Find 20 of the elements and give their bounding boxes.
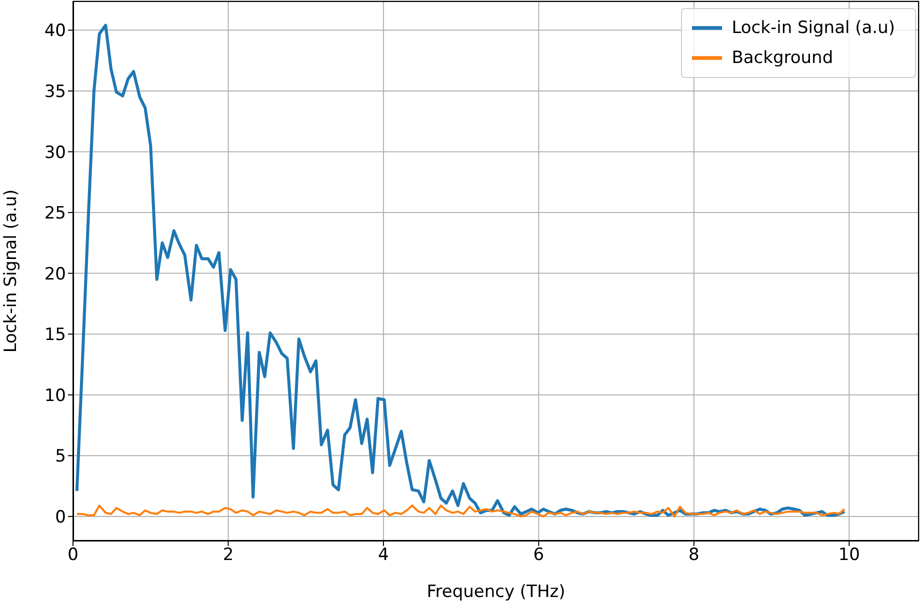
x-tick-label: 6 (533, 545, 544, 566)
x-tick-label: 2 (222, 545, 234, 566)
y-tick-label: 35 (44, 82, 66, 102)
y-tick-label: 25 (44, 204, 66, 224)
legend-label: Lock-in Signal (a.u) (732, 18, 895, 38)
x-axis-title: Frequency (THz) (426, 582, 566, 601)
y-tick-label: 40 (44, 21, 66, 42)
legend-label: Background (732, 48, 834, 68)
line-series (76, 504, 846, 518)
y-tick-label: 15 (44, 325, 66, 346)
x-tick-label: 8 (688, 545, 700, 566)
y-tick-label: 30 (44, 142, 66, 163)
y-tick-label: 0 (55, 507, 66, 528)
y-tick-label: 10 (44, 386, 66, 406)
y-axis-title: Lock-in Signal (a.u) (1, 189, 22, 353)
x-tick-label: 0 (68, 545, 78, 566)
x-tick-label: 10 (838, 545, 860, 566)
y-tick-label: 20 (44, 264, 66, 284)
y-tick-label: 5 (55, 446, 66, 467)
x-tick-label: 4 (378, 545, 389, 566)
